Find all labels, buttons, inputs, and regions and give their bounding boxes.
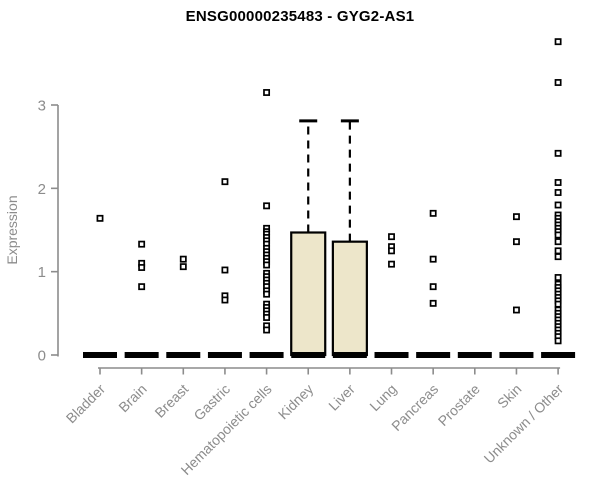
boxplot-lung <box>374 233 409 358</box>
outlier-point <box>263 290 271 298</box>
outlier-point <box>554 253 562 261</box>
outlier-point <box>138 240 146 248</box>
boxplot-hematopoietic-cells <box>249 89 284 358</box>
y-tick-label: 3 <box>38 98 46 115</box>
box-rect <box>290 231 327 357</box>
outlier-point <box>221 296 229 304</box>
box-rect <box>331 240 368 357</box>
outlier-point <box>138 264 146 271</box>
y-tick-label: 1 <box>38 264 46 281</box>
outlier-point <box>554 189 562 196</box>
outlier-point <box>554 337 562 345</box>
outlier-point <box>388 233 395 241</box>
x-tick-label: Prostate <box>435 381 483 429</box>
outlier-point <box>388 260 395 268</box>
outlier-point <box>221 178 229 186</box>
boxplot-liver <box>331 119 368 358</box>
outlier-point <box>512 238 520 246</box>
boxplot-gastric <box>207 178 242 358</box>
x-tick-label: Unknown / Other <box>481 381 567 467</box>
outlier-point <box>554 201 562 209</box>
outlier-point <box>263 314 271 321</box>
outlier-point <box>554 79 562 86</box>
outlier-point <box>429 283 437 291</box>
outlier-point <box>554 231 562 239</box>
outlier-point <box>429 299 437 307</box>
outlier-point <box>263 326 271 334</box>
outlier-point <box>554 238 562 246</box>
chart-title: ENSG00000235483 - GYG2-AS1 <box>185 8 415 25</box>
boxplot-bladder <box>83 214 117 358</box>
outlier-point <box>554 274 562 281</box>
outlier-point <box>138 283 146 291</box>
y-tick-label: 2 <box>38 181 46 198</box>
x-tick-label: Bladder <box>63 381 109 427</box>
outlier-point <box>388 247 395 255</box>
x-tick-label: Lung <box>366 381 399 414</box>
outlier-point <box>263 202 271 210</box>
boxplot-skin <box>499 213 534 358</box>
outlier-point <box>96 214 104 222</box>
outlier-point <box>263 261 271 269</box>
outlier-point <box>554 247 562 255</box>
x-tick-label: Brain <box>115 381 149 415</box>
y-tick-label: 0 <box>38 348 46 365</box>
x-tick-label: Kidney <box>275 381 317 423</box>
outlier-point <box>429 209 437 217</box>
boxplot-kidney <box>290 119 327 358</box>
outlier-point <box>554 179 562 186</box>
x-tick-label: Liver <box>325 381 358 414</box>
outlier-point <box>179 255 187 263</box>
outlier-point <box>554 38 562 46</box>
outlier-point <box>429 255 437 263</box>
x-tick-label: Breast <box>151 381 191 421</box>
boxplot-brain <box>124 240 159 358</box>
boxplot-unknown-other <box>541 38 576 358</box>
boxplot-breast <box>166 255 201 358</box>
boxplot-pancreas <box>416 209 451 358</box>
outlier-point <box>221 266 229 274</box>
outlier-point <box>263 89 271 96</box>
x-tick-label: Skin <box>494 381 525 412</box>
outlier-point <box>512 306 520 314</box>
outlier-point <box>179 263 187 271</box>
outlier-point <box>554 300 562 308</box>
outlier-point <box>512 213 520 221</box>
outlier-point <box>554 149 562 157</box>
